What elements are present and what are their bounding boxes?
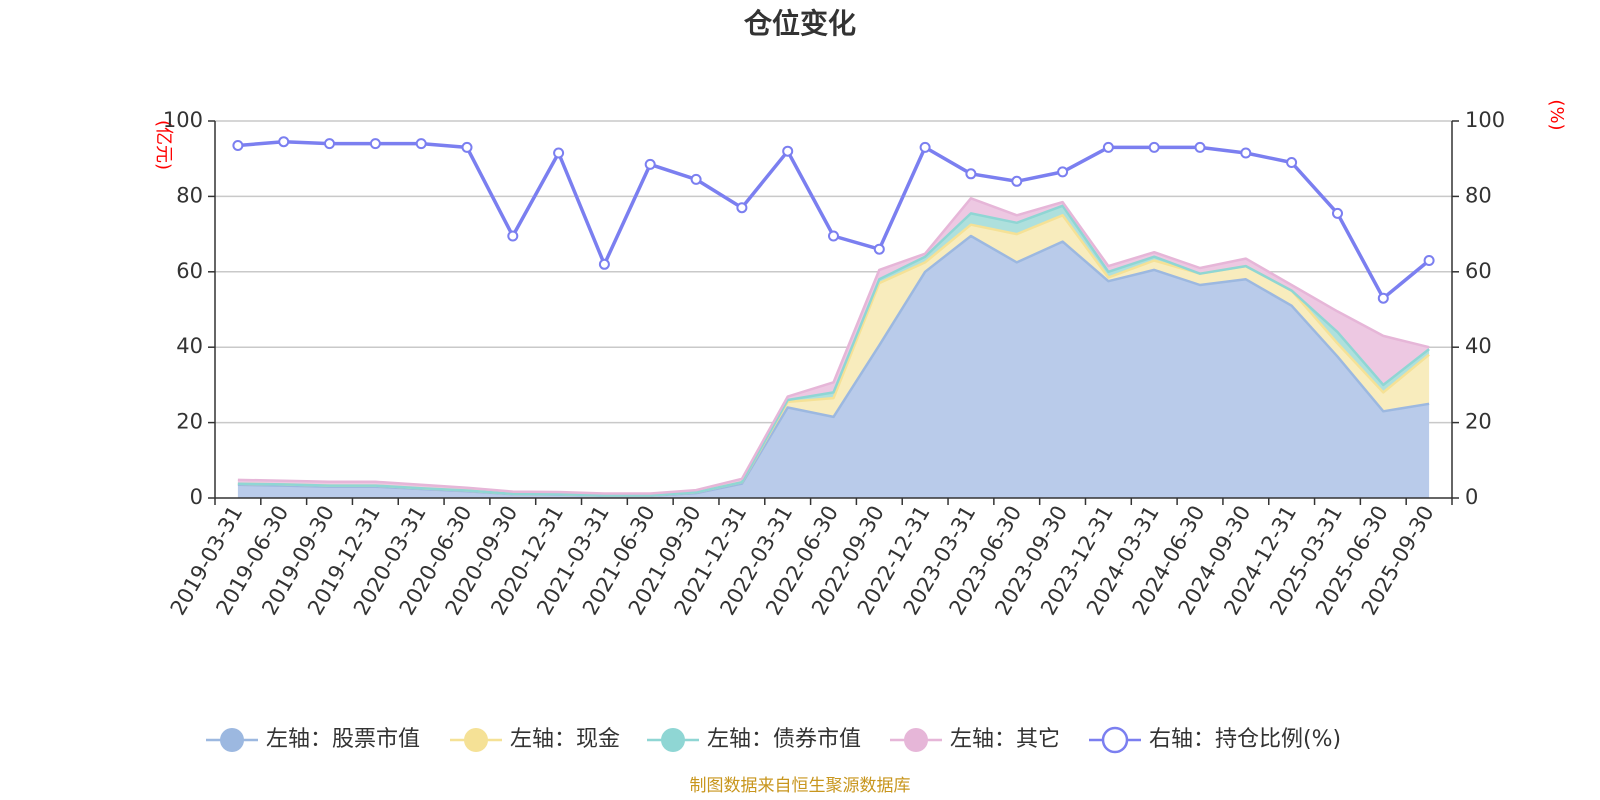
ratio-point: [783, 147, 792, 156]
left-y-tick-label: 80: [176, 183, 203, 207]
legend-label: 右轴：持仓比例(%): [1149, 727, 1341, 752]
right-axis-unit: (%): [1546, 99, 1567, 130]
stacked-areas: [238, 198, 1429, 498]
ratio-point: [1196, 143, 1205, 152]
left-y-tick-label: 100: [163, 108, 203, 132]
legend-marker: [904, 728, 928, 752]
right-y-tick-label: 100: [1465, 108, 1505, 132]
chart: 仓位变化 (亿元) (%) 0 020 2040 4060 6080 80100 10020…: [0, 0, 1600, 800]
ratio-point: [875, 245, 884, 254]
legend-marker: [464, 728, 488, 752]
legend-label: 左轴：其它: [950, 727, 1060, 752]
right-y-tick-label: 20: [1465, 410, 1492, 434]
ratio-point: [1287, 158, 1296, 167]
right-y-tick-label: 80: [1465, 183, 1492, 207]
ratio-point: [508, 232, 517, 241]
left-y-tick-label: 60: [176, 259, 203, 283]
legend-marker: [220, 728, 244, 752]
ratio-point: [1058, 167, 1067, 176]
ratio-point: [829, 232, 838, 241]
legend-label: 左轴：债券市值: [707, 727, 861, 752]
ratio-point: [279, 137, 288, 146]
ratio-point: [463, 143, 472, 152]
ratio-point: [921, 143, 930, 152]
legend-marker: [1103, 728, 1127, 752]
left-y-tick-label: 0: [190, 485, 203, 509]
ratio-point: [1379, 294, 1388, 303]
left-y-tick-label: 20: [176, 410, 203, 434]
ratio-point: [966, 169, 975, 178]
data-source-note: 制图数据来自恒生聚源数据库: [690, 776, 911, 796]
ratio-point: [737, 203, 746, 212]
ratio-point: [233, 141, 242, 150]
ratio-point: [417, 139, 426, 148]
ratio-point: [371, 139, 380, 148]
ratio-point: [1012, 177, 1021, 186]
ratio-point: [1150, 143, 1159, 152]
ratio-point: [1241, 149, 1250, 158]
ratio-point: [1425, 256, 1434, 265]
legend-label: 左轴：股票市值: [266, 727, 420, 752]
right-y-tick-label: 60: [1465, 259, 1492, 283]
legend: 左轴：股票市值 左轴：现金 左轴：债券市值 左轴：其它 右轴：持仓比例(%): [206, 727, 1341, 752]
left-y-tick-label: 40: [176, 334, 203, 358]
ratio-point: [692, 175, 701, 184]
legend-label: 左轴：现金: [510, 727, 620, 752]
ratio-point: [1104, 143, 1113, 152]
ratio-point: [1333, 209, 1342, 218]
legend-marker: [661, 728, 685, 752]
ratio-point: [554, 149, 563, 158]
ratio-point: [646, 160, 655, 169]
chart-title: 仓位变化: [744, 7, 856, 40]
right-y-tick-label: 40: [1465, 334, 1492, 358]
ratio-point: [325, 139, 334, 148]
ratio-point: [600, 260, 609, 269]
right-y-tick-label: 0: [1465, 485, 1478, 509]
